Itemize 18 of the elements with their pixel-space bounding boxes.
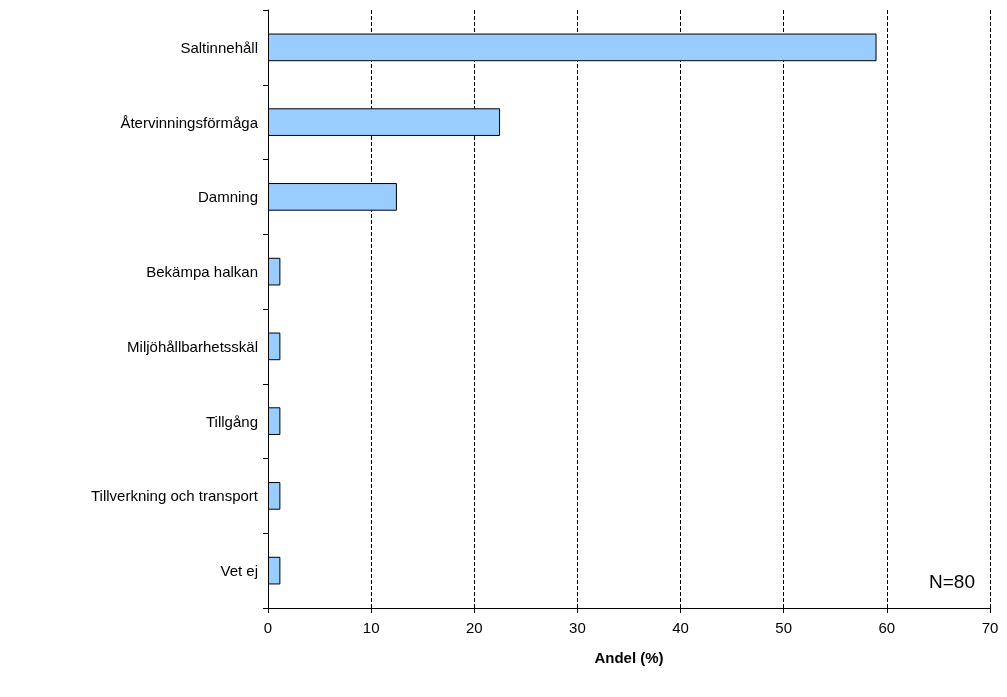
y-tick-label: Återvinningsförmåga bbox=[120, 113, 259, 131]
y-tick-label: Saltinnehåll bbox=[180, 38, 258, 56]
annotation: N=80 bbox=[929, 571, 975, 592]
x-tick-label: 0 bbox=[263, 619, 273, 636]
y-tick-label: Damning bbox=[197, 188, 258, 206]
y-tick-label: Tillgång bbox=[206, 412, 258, 430]
y-tick-label: Vet ej bbox=[220, 562, 258, 580]
x-tick-label: 30 bbox=[569, 619, 586, 636]
x-tick-label: 20 bbox=[465, 619, 483, 636]
x-tick-label: 10 bbox=[362, 619, 380, 636]
y-tick-label: Bekämpa halkan bbox=[146, 263, 258, 281]
y-tick-label: Tillverkning och transport bbox=[90, 487, 259, 505]
x-tick-label: 50 bbox=[775, 619, 793, 636]
x-tick-label: 60 bbox=[878, 619, 896, 636]
x-axis-title: Andel (%) bbox=[594, 649, 664, 666]
x-tick-label: 40 bbox=[672, 619, 689, 636]
y-tick-label: Miljöhållbarhetsskäl bbox=[127, 337, 258, 355]
x-tick-label: 70 bbox=[981, 619, 999, 636]
